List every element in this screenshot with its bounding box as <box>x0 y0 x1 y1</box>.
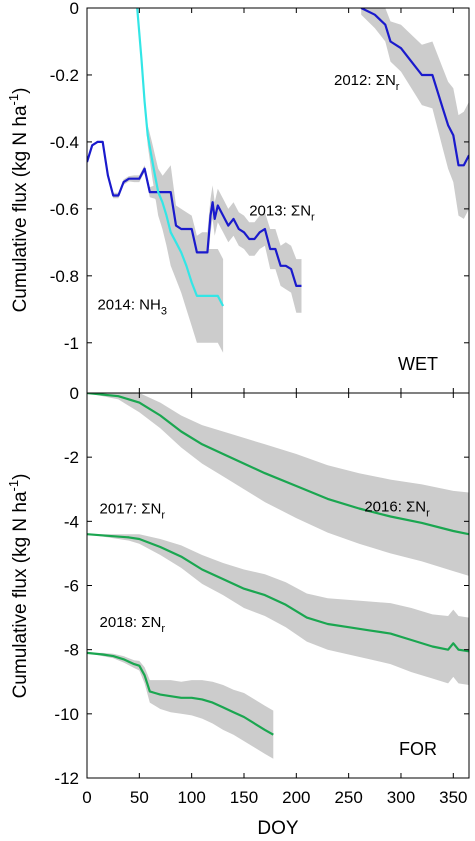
uncertainty-band-0 <box>361 8 469 219</box>
y-axis-title: Cumulative flux (kg N ha-1) <box>6 88 31 313</box>
panel-label: FOR <box>399 739 437 759</box>
y-axis-title: Cumulative flux (kg N ha-1) <box>6 474 31 699</box>
plot-area <box>87 393 469 759</box>
series-line-1 <box>87 140 302 287</box>
series-annotation: 2014: NH3 <box>97 296 167 317</box>
series-annotation: 2018: ΣNr <box>100 614 166 635</box>
series-annotation: 2016: ΣNr <box>364 499 430 520</box>
y-tick-label: -0.4 <box>50 133 79 152</box>
series-line-0 <box>360 8 469 167</box>
y-tick-label: -0.6 <box>50 200 79 219</box>
uncertainty-band-2 <box>87 652 274 759</box>
panel-label: WET <box>398 354 438 374</box>
x-tick-label: 250 <box>334 788 362 807</box>
y-tick-label: 0 <box>70 384 79 403</box>
x-tick-label: 50 <box>130 788 149 807</box>
x-tick-label: 200 <box>282 788 310 807</box>
series-line-1 <box>87 533 469 653</box>
y-tick-label: -4 <box>64 512 79 531</box>
y-tick-label: -0.8 <box>50 267 79 286</box>
uncertainty-band-2 <box>137 8 224 353</box>
x-tick-label: 300 <box>387 788 415 807</box>
y-tick-label: -10 <box>54 705 79 724</box>
y-tick-label: -6 <box>64 577 79 596</box>
uncertainty-band-1 <box>87 534 469 685</box>
for-panel: 0-2-4-6-8-10-120 50 100 150 200 250 300 350Cumu… <box>6 384 470 839</box>
series-annotation: 2012: ΣNr <box>334 72 400 93</box>
wet-panel: 0 -0.2 -0.4 -0.6 -0.8 -1 Cumulative flux (kg N… <box>6 0 470 394</box>
series-line-0 <box>87 393 469 536</box>
x-tick-label: 150 <box>230 788 258 807</box>
x-axis-title: DOY <box>257 818 299 839</box>
x-tick-label: 350 <box>439 788 467 807</box>
x-tick-label: 100 <box>177 788 205 807</box>
x-tick-label: 0 <box>82 788 91 807</box>
y-tick-label: -8 <box>64 641 79 660</box>
y-tick-label: -0.2 <box>50 66 79 85</box>
y-tick-label: -2 <box>64 448 79 467</box>
series-annotation: 2013: ΣNr <box>249 203 315 224</box>
uncertainty-band-1 <box>87 141 302 313</box>
y-tick-label: 0 <box>70 0 79 18</box>
uncertainty-band-0 <box>87 393 469 576</box>
y-tick-label: -1 <box>64 334 79 353</box>
series-line-2 <box>87 651 274 736</box>
series-line-2 <box>136 8 225 307</box>
y-tick-label: -12 <box>54 769 79 788</box>
series-annotation: 2017: ΣNr <box>100 500 166 521</box>
plot-area <box>87 8 469 353</box>
